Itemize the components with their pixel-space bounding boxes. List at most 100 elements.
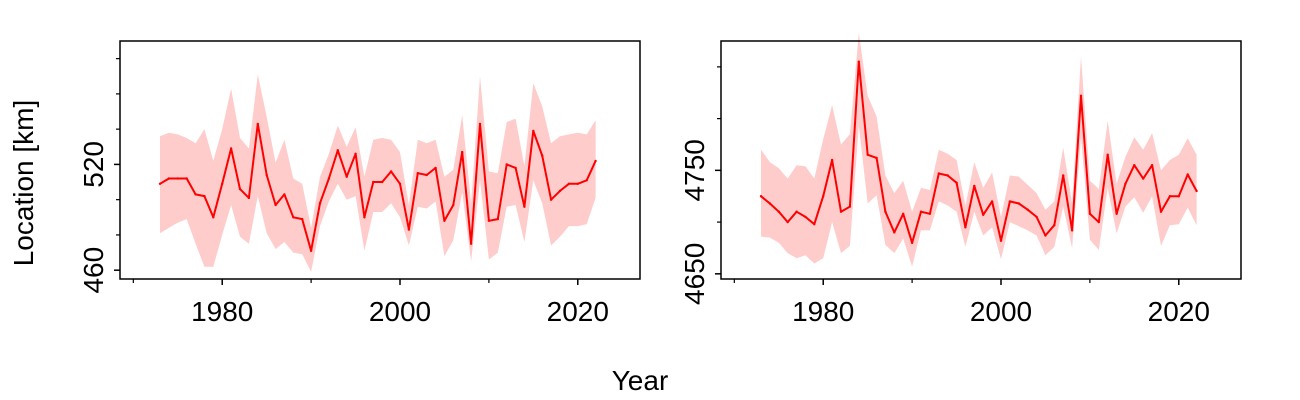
data-point xyxy=(786,220,789,224)
data-point xyxy=(327,177,331,180)
data-point xyxy=(292,216,295,219)
uncertainty-band xyxy=(761,32,1197,267)
data-point xyxy=(523,205,526,208)
data-point xyxy=(345,175,348,178)
data-point xyxy=(532,129,535,133)
plot-frame xyxy=(720,40,1242,280)
data-point xyxy=(866,153,869,156)
data-point xyxy=(416,172,419,175)
y-tick-label: 4750 xyxy=(679,139,710,201)
data-point xyxy=(407,228,411,231)
data-point xyxy=(274,203,277,207)
data-point xyxy=(777,210,780,213)
x-tick-label: 2000 xyxy=(369,296,431,327)
y-tick-label: 460 xyxy=(78,247,109,294)
data-point xyxy=(999,239,1003,242)
data-point xyxy=(804,215,807,219)
data-point xyxy=(857,60,860,63)
data-point xyxy=(505,163,508,166)
data-point xyxy=(1053,224,1056,227)
data-point xyxy=(1017,202,1020,205)
data-point xyxy=(1062,174,1065,177)
data-point xyxy=(902,212,905,215)
x-tick-label: 2020 xyxy=(1148,296,1210,327)
data-point xyxy=(176,177,179,180)
data-point xyxy=(1159,210,1163,213)
data-point xyxy=(203,194,206,198)
data-point xyxy=(309,249,313,252)
data-point xyxy=(381,180,384,184)
data-point xyxy=(585,179,588,182)
data-point xyxy=(576,182,579,185)
data-point xyxy=(318,202,322,205)
data-point xyxy=(229,147,233,150)
data-point xyxy=(452,203,455,207)
data-point xyxy=(567,182,571,185)
data-point xyxy=(910,241,914,244)
y-axis-label: Location [km] xyxy=(8,100,39,267)
data-point xyxy=(1168,195,1172,198)
data-point xyxy=(795,210,798,213)
data-point xyxy=(158,182,162,185)
data-point xyxy=(1115,212,1118,215)
data-point xyxy=(1195,189,1198,193)
data-point xyxy=(194,193,197,196)
data-point xyxy=(469,242,473,245)
data-point xyxy=(1106,153,1109,156)
data-point xyxy=(425,173,428,177)
data-point xyxy=(946,174,949,177)
data-point xyxy=(1070,229,1074,232)
x-axis-label: Year xyxy=(612,365,669,396)
data-point xyxy=(1186,173,1189,176)
data-point xyxy=(301,217,304,221)
panel-left: 1980 2000 2020 460 520 xyxy=(78,40,641,327)
data-point xyxy=(549,198,553,201)
data-point xyxy=(372,180,375,184)
data-point xyxy=(875,156,878,160)
data-point xyxy=(893,231,896,234)
data-point xyxy=(1177,195,1181,198)
data-point xyxy=(839,210,843,213)
data-point xyxy=(558,189,562,193)
data-point xyxy=(1044,234,1047,237)
plot-frame xyxy=(119,40,641,280)
data-point xyxy=(1124,182,1127,185)
data-point xyxy=(884,210,887,213)
x-tick-label: 1980 xyxy=(191,296,253,327)
data-point xyxy=(982,213,985,216)
data-point xyxy=(167,177,171,180)
data-point xyxy=(256,122,259,126)
series-line xyxy=(159,122,597,252)
data-point xyxy=(973,184,976,188)
data-point xyxy=(937,172,940,175)
data-point xyxy=(1035,215,1038,219)
data-point xyxy=(247,196,251,200)
x-tick-label: 1980 xyxy=(792,296,854,327)
data-point xyxy=(541,154,544,157)
x-tick-label: 2000 xyxy=(970,296,1032,327)
data-point xyxy=(1026,208,1029,211)
data-point xyxy=(514,166,517,170)
data-point xyxy=(398,182,402,185)
data-point xyxy=(964,226,967,229)
data-point xyxy=(478,122,482,126)
data-point xyxy=(363,216,366,219)
data-point xyxy=(336,149,339,152)
data-point xyxy=(496,217,499,221)
data-point xyxy=(848,205,852,208)
data-point xyxy=(768,202,772,205)
data-point xyxy=(759,195,763,198)
data-point xyxy=(265,173,268,177)
data-point xyxy=(1008,200,1012,203)
data-point xyxy=(221,182,224,185)
data-point xyxy=(354,152,357,155)
panel-right: 1980 2000 2020 4650 4750 xyxy=(679,32,1242,327)
data-point xyxy=(955,181,958,184)
data-point xyxy=(1150,164,1154,167)
data-point xyxy=(212,216,215,219)
y-tick-label: 4650 xyxy=(679,243,710,305)
data-point xyxy=(919,210,923,213)
data-point xyxy=(822,195,825,198)
data-point xyxy=(990,200,994,203)
